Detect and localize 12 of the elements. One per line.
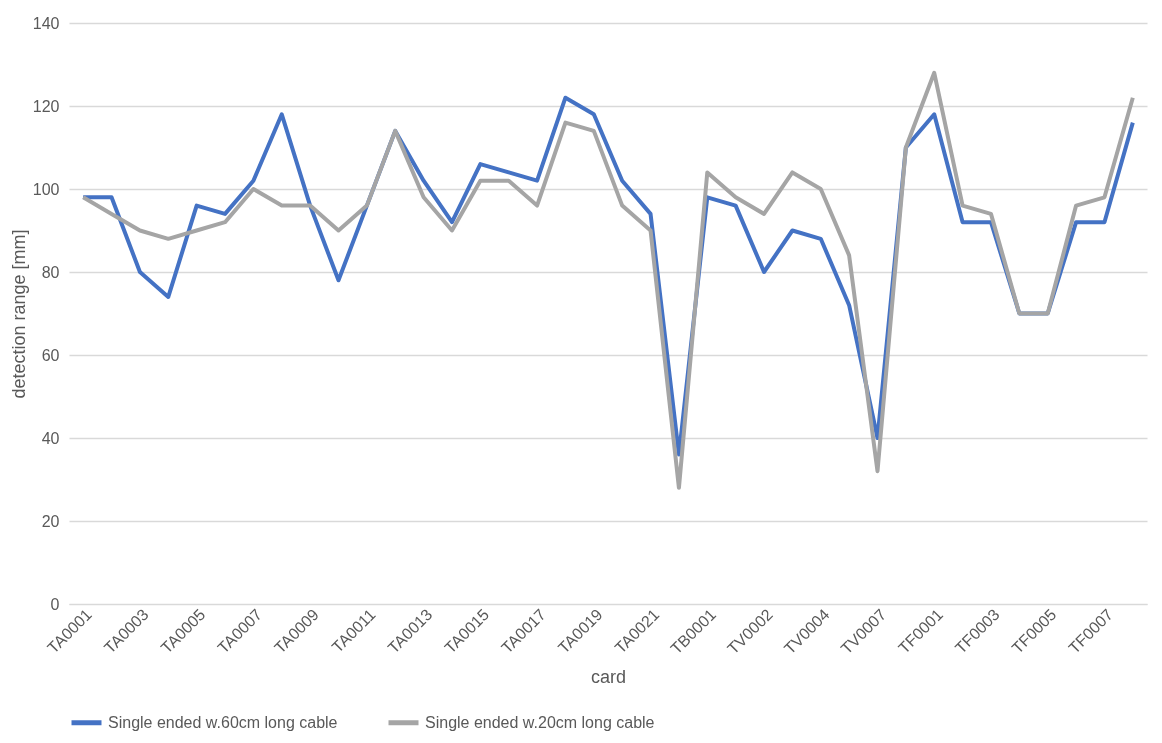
y-tick-label: 80 <box>41 263 60 281</box>
y-tick-label: 60 <box>41 346 60 364</box>
y-tick-label: 120 <box>32 97 60 115</box>
y-tick-label: 140 <box>32 14 60 32</box>
y-tick-label: 100 <box>32 180 60 198</box>
legend-label: Single ended w.60cm long cable <box>108 713 338 731</box>
y-axis-title: detection range [mm] <box>8 229 29 399</box>
y-tick-label: 40 <box>41 429 60 447</box>
x-axis-title: card <box>590 667 627 688</box>
y-tick-label: 20 <box>41 512 60 530</box>
y-tick-label: 0 <box>50 595 60 613</box>
legend-label: Single ended w.20cm long cable <box>425 713 655 731</box>
